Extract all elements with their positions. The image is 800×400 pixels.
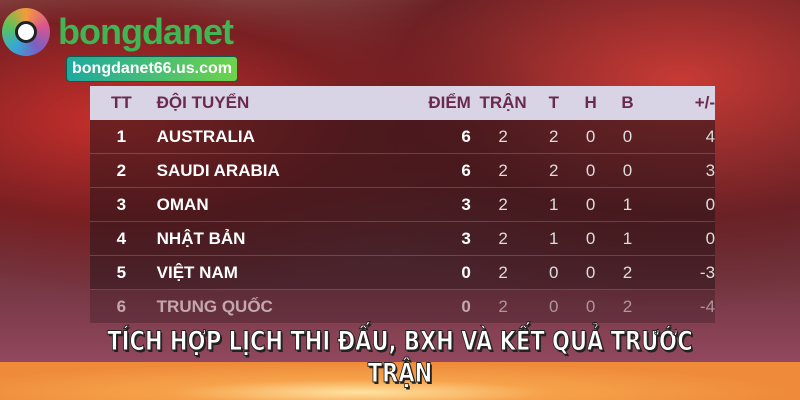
cell-rank: 3 bbox=[116, 194, 127, 214]
cell-goal-diff: 0 bbox=[705, 228, 716, 248]
caption: TÍCH HỢP LỊCH THI ĐẤU, BXH VÀ KẾT QUẢ TR… bbox=[107, 326, 693, 390]
cell-losses: 2 bbox=[622, 262, 633, 282]
cell-team: TRUNG QUỐC bbox=[156, 296, 273, 316]
table-row: 2 SAUDI ARABIA 6 2 2 0 0 3 bbox=[90, 154, 715, 188]
cell-points: 3 bbox=[461, 194, 471, 214]
cell-rank: 2 bbox=[116, 160, 127, 180]
brand-name: bongdanet bbox=[58, 11, 234, 52]
table-body: 1 AUSTRALIA 6 2 2 0 0 4 2 SAUDI ARABIA 6 2 2 0 0 3 3 OMAN… bbox=[90, 120, 715, 324]
cell-draws: 0 bbox=[585, 228, 596, 248]
decorative-band bbox=[0, 362, 800, 400]
table-row: 3 OMAN 3 2 1 0 1 0 bbox=[90, 188, 715, 222]
cell-goal-diff: 4 bbox=[705, 126, 716, 146]
header-points: ĐIỂM bbox=[428, 93, 471, 112]
cell-points: 0 bbox=[461, 262, 471, 282]
cell-losses: 1 bbox=[622, 194, 633, 214]
cell-losses: 0 bbox=[622, 160, 633, 180]
cell-draws: 0 bbox=[585, 126, 596, 146]
cell-played: 2 bbox=[498, 228, 508, 248]
header-team: ĐỘI TUYỂN bbox=[156, 93, 250, 112]
cell-losses: 0 bbox=[622, 126, 633, 146]
header-draws: H bbox=[584, 93, 597, 112]
cell-played: 2 bbox=[498, 262, 508, 282]
cell-team: VIỆT NAM bbox=[156, 262, 238, 282]
cell-wins: 1 bbox=[549, 194, 559, 214]
header-losses: B bbox=[621, 93, 634, 112]
cell-team: SAUDI ARABIA bbox=[156, 160, 280, 180]
cell-draws: 0 bbox=[585, 160, 596, 180]
cell-played: 2 bbox=[498, 160, 508, 180]
header-goal-diff: +/- bbox=[694, 93, 716, 112]
cell-rank: 4 bbox=[116, 228, 127, 248]
cell-points: 0 bbox=[461, 296, 471, 316]
cell-points: 6 bbox=[461, 126, 471, 146]
cell-rank: 6 bbox=[116, 296, 127, 316]
table-header: TT ĐỘI TUYỂN ĐIỂM TRẬN T H B +/- bbox=[90, 86, 715, 120]
cell-played: 2 bbox=[498, 296, 508, 316]
cell-goal-diff: -4 bbox=[699, 296, 716, 316]
cell-team: AUSTRALIA bbox=[156, 126, 255, 146]
cell-wins: 2 bbox=[549, 126, 559, 146]
cell-points: 6 bbox=[461, 160, 471, 180]
cell-wins: 1 bbox=[549, 228, 559, 248]
cell-losses: 1 bbox=[622, 228, 633, 248]
cell-wins: 0 bbox=[549, 262, 559, 282]
cell-wins: 0 bbox=[549, 296, 559, 316]
cell-goal-diff: 3 bbox=[705, 160, 716, 180]
cell-points: 3 bbox=[461, 228, 471, 248]
cell-team: OMAN bbox=[156, 194, 209, 214]
table-row: 4 NHẬT BẢN 3 2 1 0 1 0 bbox=[90, 222, 715, 256]
standings-table: TT ĐỘI TUYỂN ĐIỂM TRẬN T H B +/- 1 AUSTRA… bbox=[90, 86, 715, 324]
cell-goal-diff: -3 bbox=[699, 262, 716, 282]
cell-played: 2 bbox=[498, 126, 508, 146]
cell-goal-diff: 0 bbox=[705, 194, 716, 214]
cell-draws: 0 bbox=[585, 262, 596, 282]
cell-rank: 5 bbox=[116, 262, 127, 282]
brand-logo: bongdanet bbox=[2, 8, 234, 56]
cell-draws: 0 bbox=[585, 194, 596, 214]
table-row: 5 VIỆT NAM 0 2 0 0 2 -3 bbox=[90, 256, 715, 290]
header-rank: TT bbox=[110, 93, 132, 112]
cell-wins: 2 bbox=[549, 160, 559, 180]
cell-rank: 1 bbox=[116, 126, 127, 146]
table-row: 6 TRUNG QUỐC 0 2 0 0 2 -4 bbox=[90, 290, 715, 324]
header-wins: T bbox=[548, 93, 559, 112]
cell-losses: 2 bbox=[622, 296, 633, 316]
cell-played: 2 bbox=[498, 194, 508, 214]
brand-url: bongdanet66.us.com bbox=[66, 56, 239, 82]
cell-team: NHẬT BẢN bbox=[156, 228, 246, 248]
table-row: 1 AUSTRALIA 6 2 2 0 0 4 bbox=[90, 120, 715, 154]
header-played: TRẬN bbox=[479, 93, 527, 112]
cell-draws: 0 bbox=[585, 296, 596, 316]
soccer-ball-icon bbox=[2, 8, 50, 56]
